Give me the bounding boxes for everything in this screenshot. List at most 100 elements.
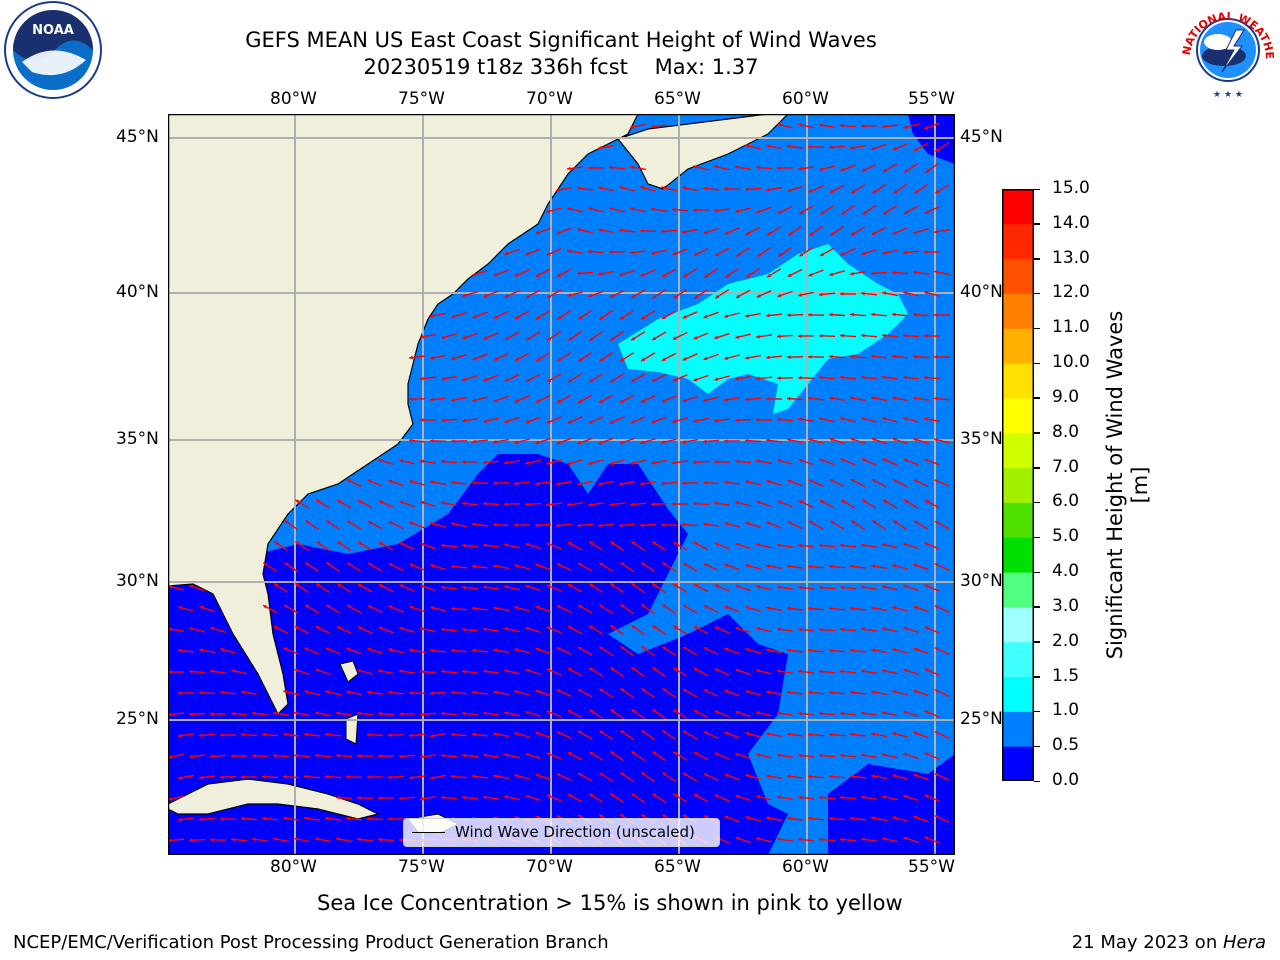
- wave-direction-arrow: [640, 687, 656, 699]
- colorbar-tick-label: 6.0: [1052, 491, 1080, 512]
- wave-direction-arrow: [220, 648, 236, 654]
- colorbar-tick-mark: [1034, 536, 1040, 539]
- wave-direction-arrow: [776, 711, 794, 716]
- wave-direction-arrow: [682, 604, 698, 614]
- wave-direction-arrow: [882, 795, 898, 801]
- wave-direction-arrow: [556, 268, 572, 278]
- wave-direction-arrow: [682, 311, 698, 319]
- wave-direction-arrow: [861, 248, 877, 256]
- wave-direction-arrow: [870, 774, 888, 780]
- wave-direction-arrow: [819, 458, 835, 466]
- wave-direction-arrow: [892, 774, 908, 780]
- wave-direction-arrow: [672, 248, 688, 256]
- wave-direction-arrow: [492, 606, 510, 612]
- wave-direction-arrow: [630, 250, 646, 255]
- wave-direction-arrow: [672, 417, 688, 424]
- colorbar-tick-mark: [1034, 641, 1040, 643]
- wave-direction-arrow: [808, 396, 824, 401]
- wave-direction-arrow: [807, 313, 825, 317]
- wave-direction-arrow: [388, 520, 404, 530]
- wave-direction-arrow: [567, 207, 583, 213]
- wave-direction-arrow: [430, 521, 446, 528]
- wave-direction-arrow: [483, 795, 499, 800]
- wave-direction-arrow: [367, 520, 383, 530]
- wave-direction-arrow: [293, 711, 311, 717]
- wave-direction-arrow: [840, 375, 856, 380]
- wave-direction-arrow: [534, 523, 552, 528]
- wave-direction-arrow: [934, 646, 950, 656]
- wave-direction-arrow: [514, 395, 530, 403]
- wave-direction-arrow: [724, 480, 740, 485]
- colorbar-segment: [1002, 676, 1034, 712]
- wave-direction-arrow: [504, 289, 520, 299]
- wave-direction-arrow: [776, 795, 794, 800]
- colorbar-tick-mark: [1034, 467, 1040, 469]
- colorbar-tick-label: 5.0: [1052, 526, 1080, 547]
- wave-direction-arrow: [702, 480, 720, 485]
- wave-direction-arrow: [933, 355, 951, 359]
- wave-direction-arrow: [934, 438, 950, 444]
- wave-direction-arrow: [630, 123, 646, 129]
- wave-direction-arrow: [661, 604, 677, 614]
- colorbar-tick-mark: [1034, 780, 1040, 782]
- colorbar: [1002, 189, 1034, 781]
- wave-direction-arrow: [357, 541, 373, 551]
- wave-direction-arrow: [778, 246, 792, 258]
- colorbar-tick-mark: [1034, 710, 1040, 713]
- wave-direction-arrow: [735, 289, 751, 299]
- wave-direction-arrow: [378, 458, 394, 465]
- noaa-logo: NOAA: [4, 1, 102, 99]
- wave-direction-arrow: [230, 837, 248, 842]
- wave-direction-arrow: [703, 562, 719, 572]
- wave-direction-arrow: [797, 669, 815, 674]
- wave-direction-arrow: [461, 795, 479, 800]
- wave-direction-arrow: [933, 396, 951, 401]
- wave-direction-arrow: [703, 227, 719, 235]
- wave-direction-arrow: [598, 562, 614, 572]
- wave-direction-arrow: [378, 541, 394, 551]
- wave-direction-arrow: [756, 246, 772, 258]
- wave-direction-arrow: [357, 583, 373, 593]
- wave-direction-arrow: [514, 352, 530, 362]
- wave-direction-arrow: [702, 522, 720, 527]
- wave-direction-arrow: [682, 353, 698, 361]
- wave-direction-arrow: [514, 269, 530, 277]
- wave-direction-arrow: [914, 183, 928, 195]
- wave-direction-arrow: [178, 606, 194, 612]
- wave-direction-arrow: [787, 816, 803, 821]
- wave-direction-arrow: [828, 732, 846, 737]
- wave-direction-arrow: [546, 289, 562, 299]
- wave-direction-arrow: [514, 774, 530, 780]
- wave-direction-arrow: [903, 205, 919, 215]
- wave-direction-arrow: [419, 712, 437, 717]
- wave-direction-arrow: [304, 647, 320, 655]
- wave-direction-arrow: [912, 270, 930, 275]
- wave-direction-arrow: [188, 712, 206, 717]
- wave-direction-arrow: [640, 269, 656, 277]
- lat-label-left: 40°N: [116, 282, 159, 302]
- wave-direction-arrow: [420, 418, 436, 422]
- wave-direction-arrow: [839, 123, 857, 128]
- wave-direction-arrow: [283, 732, 299, 737]
- wave-direction-arrow: [882, 417, 898, 423]
- wave-direction-arrow: [882, 711, 898, 717]
- wave-direction-arrow: [745, 521, 761, 529]
- wave-direction-arrow: [630, 331, 646, 341]
- wave-direction-arrow: [924, 626, 940, 634]
- wave-direction-arrow: [651, 249, 667, 255]
- wave-direction-arrow: [566, 166, 584, 171]
- wave-direction-arrow: [682, 730, 698, 740]
- wave-direction-arrow: [682, 562, 698, 572]
- wave-direction-arrow: [787, 479, 803, 487]
- wave-direction-arrow: [714, 165, 730, 171]
- wave-direction-arrow: [776, 334, 794, 339]
- wave-direction-arrow: [703, 311, 719, 319]
- wave-direction-arrow: [693, 625, 709, 635]
- wave-direction-arrow: [807, 732, 825, 737]
- wave-direction-arrow: [525, 626, 541, 633]
- wave-direction-arrow: [819, 417, 835, 423]
- wave-direction-arrow: [682, 395, 698, 403]
- wave-direction-arrow: [850, 648, 866, 653]
- wave-direction-arrow: [566, 249, 584, 254]
- wave-direction-arrow: [209, 712, 227, 716]
